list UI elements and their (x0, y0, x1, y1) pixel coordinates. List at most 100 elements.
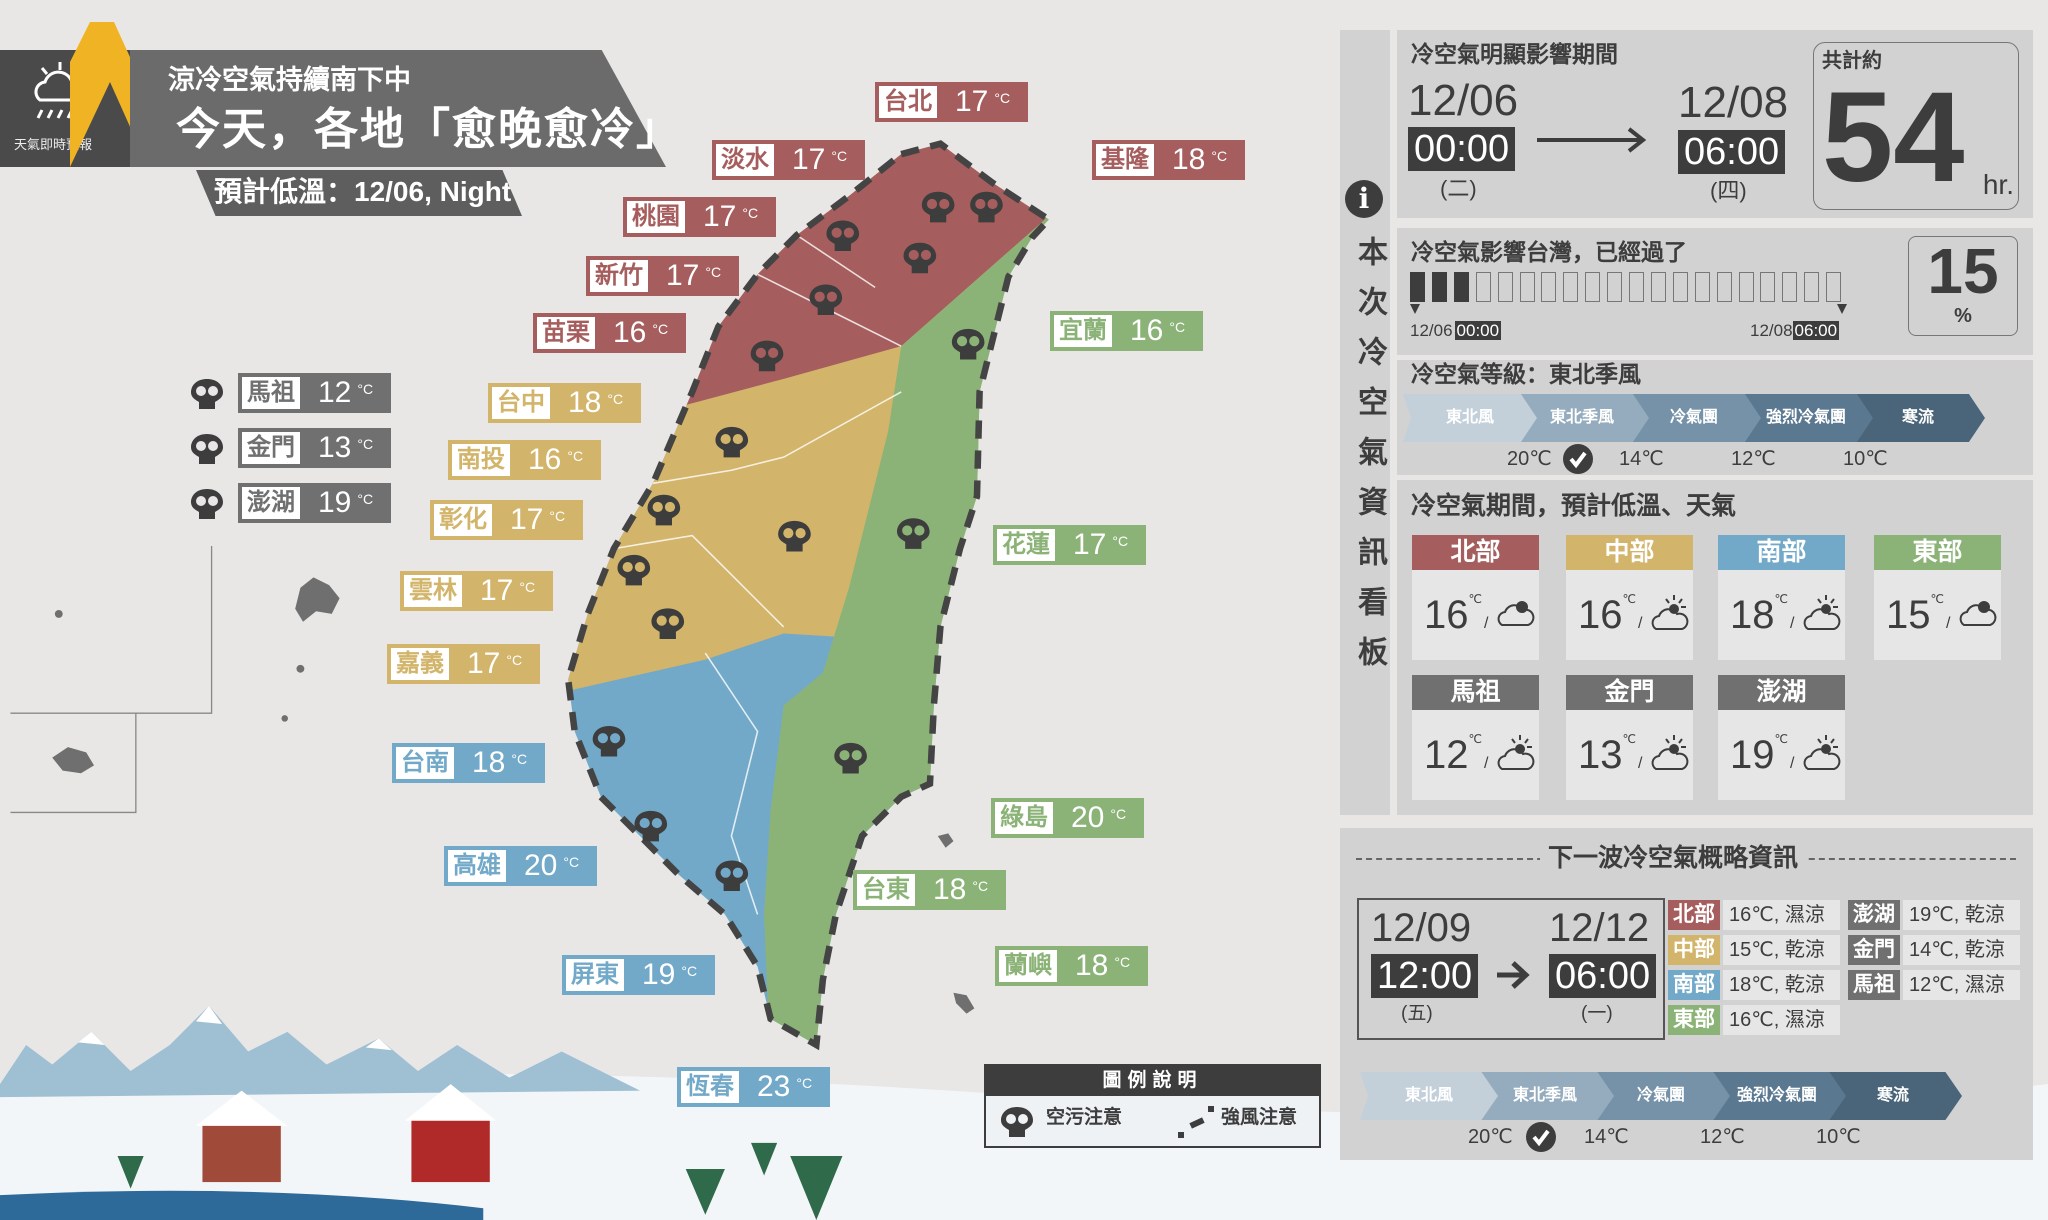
level-title: 冷空氣等級：東北季風 (1411, 361, 1641, 387)
progress-block (1694, 272, 1710, 302)
progress-block (1453, 272, 1469, 302)
progress-block (1607, 272, 1623, 302)
city-temp: 17 (480, 574, 514, 607)
progress-block (1782, 272, 1798, 302)
next-end-day: (一) (1581, 1003, 1613, 1024)
level-threshold: 12℃ (1700, 1126, 1745, 1148)
percent-value: 15 (1927, 235, 1999, 307)
city-label: 淡水 17 °C (712, 140, 865, 180)
city-temp-unit: °C (1110, 806, 1127, 822)
house-icon (404, 1084, 497, 1183)
city-name: 台北 (879, 86, 937, 118)
level-step: 冷氣團 (1627, 394, 1761, 442)
end-time: 06:00 (1678, 130, 1786, 174)
level-step: 強烈冷氣團 (1739, 394, 1873, 442)
city-name: 台中 (492, 387, 550, 419)
city-name: 綠島 (995, 802, 1053, 834)
city-label: 馬祖 12 °C (238, 373, 391, 413)
skull-icon (809, 284, 843, 316)
city-temp-unit: °C (511, 751, 528, 767)
city-name: 南投 (452, 444, 510, 476)
skull-icon (592, 725, 626, 757)
progress-block (1760, 272, 1776, 302)
skull-icon (826, 220, 860, 252)
headline-title: 今天，各地「愈晚愈冷」 (176, 105, 682, 154)
forecast-unit: ℃ (1774, 732, 1788, 746)
house-icon (195, 1090, 288, 1183)
city-temp: 16 (1130, 314, 1164, 347)
next-region-row: 北部 16℃, 濕涼 (1668, 900, 1840, 930)
city-label: 恆春 23 °C (677, 1067, 830, 1107)
next-region-row: 澎湖 19℃, 乾涼 (1848, 900, 2020, 930)
forecast-temp: 15 (1886, 593, 1931, 637)
next-region-value: 16℃, 濕涼 (1723, 1005, 1840, 1035)
forecast-unit: ℃ (1468, 732, 1482, 746)
period-title: 冷空氣明顯影響期間 (1411, 41, 1618, 67)
inset-frame (10, 546, 213, 814)
next-title: 下一波冷空氣概略資訊 (1540, 843, 1807, 873)
city-temp: 12 (318, 376, 352, 409)
city-name: 高雄 (448, 850, 506, 882)
city-label: 新竹 17 °C (586, 256, 739, 296)
skull-icon (834, 742, 867, 774)
city-temp: 18 (472, 746, 506, 779)
partly-cloudy-icon (1492, 733, 1536, 778)
skull-icon (951, 328, 985, 360)
partly-cloudy-icon (1798, 733, 1842, 778)
forecast-unit: ℃ (1774, 592, 1788, 606)
end-date: 12/08 (1678, 78, 1789, 127)
separator: / (1945, 615, 1951, 632)
skull-icon (647, 494, 681, 526)
city-label: 苗栗 16 °C (533, 313, 686, 353)
next-region-name: 北部 (1668, 900, 1720, 930)
skull-icon (715, 426, 749, 458)
city-name: 蘭嶼 (999, 950, 1057, 982)
forecast-unit: ℃ (1930, 592, 1944, 606)
skull-icon (897, 518, 930, 549)
cloudy-icon (1954, 595, 1998, 636)
progress-block (1541, 272, 1557, 302)
next-region-name: 澎湖 (1848, 900, 1900, 930)
level-threshold: 14℃ (1584, 1126, 1629, 1148)
city-temp-unit: °C (831, 148, 848, 164)
info-icon: i (1345, 180, 1383, 218)
tree-icons (117, 1142, 843, 1220)
city-name: 台南 (396, 747, 454, 779)
level-threshold: 12℃ (1731, 448, 1776, 470)
city-temp: 17 (666, 259, 700, 292)
partly-cloudy-icon (1646, 593, 1690, 638)
forecast-card: 澎湖 19 ℃ / (1718, 675, 1845, 800)
progress-block (1563, 272, 1579, 302)
city-name: 新竹 (590, 260, 648, 292)
percent-box: 15 % (1908, 236, 2018, 336)
forecast-card: 金門 13 ℃ / (1566, 675, 1693, 800)
separator: / (1789, 615, 1795, 632)
progress-block (1716, 272, 1732, 302)
skull-icon (190, 487, 224, 526)
percent-unit: % (1954, 305, 1972, 327)
outlying-islands (52, 577, 975, 1014)
progress-section: 冷空氣影響台灣，已經過了 12/06 00:00 12/08 06:00 15 % (1397, 228, 2033, 355)
start-day: (二) (1440, 176, 1477, 201)
progress-start-time: 00:00 (1454, 321, 1502, 340)
next-region-row: 南部 18℃, 乾涼 (1668, 970, 1840, 1000)
separator: / (1637, 755, 1643, 772)
level-step: 東北季風 (1515, 394, 1649, 442)
total-unit: hr. (1982, 169, 2014, 200)
progress-block (1497, 272, 1513, 302)
city-name: 屏東 (566, 959, 624, 991)
skull-icon (1001, 1107, 1033, 1137)
city-temp: 16 (528, 443, 562, 476)
skull-icon (970, 191, 1003, 223)
partly-cloudy-icon (1798, 593, 1842, 638)
next-region-row: 馬祖 12℃, 濕涼 (1848, 970, 2020, 1000)
city-temp: 18 (1172, 143, 1206, 176)
progress-end-time: 06:00 (1792, 321, 1840, 340)
forecast-card: 南部 18 ℃ / (1718, 535, 1845, 660)
city-label: 金門 13 °C (238, 428, 391, 468)
city-name: 雲林 (404, 575, 462, 607)
city-label: 台南 18 °C (392, 743, 545, 783)
next-region-name: 馬祖 (1848, 970, 1900, 1000)
next-region-row: 中部 15℃, 乾涼 (1668, 935, 1840, 965)
level-step: 東北風 (1403, 394, 1537, 442)
